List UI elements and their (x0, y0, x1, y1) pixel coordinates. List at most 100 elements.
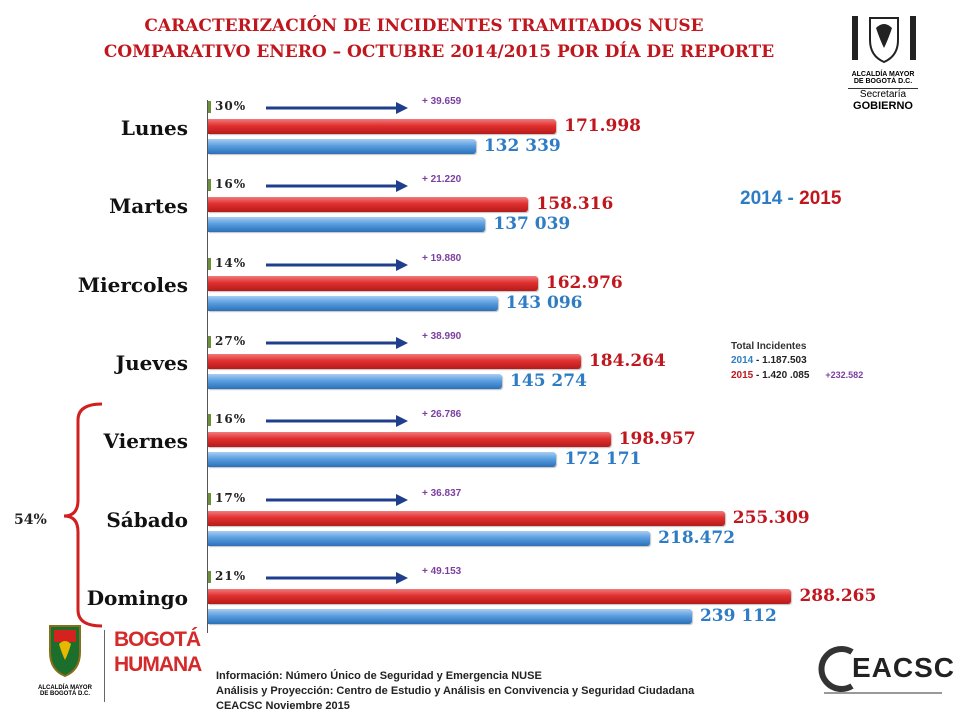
pct-marker (208, 492, 211, 505)
footer-source: Información: Número Único de Seguridad y… (216, 669, 694, 714)
category-label: Martes (109, 194, 188, 219)
pct-marker (208, 101, 211, 113)
bar-2014 (208, 295, 498, 311)
percent-change-label: 16% (215, 177, 247, 192)
totals-box: Total Incidentes 2014 - 1.187.503 2015 -… (731, 340, 863, 383)
increase-label: + 39.659 (422, 96, 462, 107)
category-label: Jueves (115, 350, 188, 375)
value-label-2015: 288.265 (799, 585, 877, 606)
bar-2015 (208, 510, 725, 526)
chart-title-line2: COMPARATIVO ENERO – OCTUBRE 2014/2015 PO… (103, 42, 775, 62)
value-label-2015: 158.316 (536, 194, 614, 215)
weekend-bracket-icon (63, 402, 103, 628)
chart-title-line1: CARACTERIZACIÓN DE INCIDENTES TRAMITADOS… (144, 16, 704, 36)
value-label-2014: 145 274 (510, 370, 587, 391)
percent-change-label: 14% (215, 255, 247, 270)
brand-humana: HUMANA (114, 653, 202, 676)
increase-label: + 36.837 (422, 487, 462, 499)
weekend-percent-label: 54% (14, 512, 47, 528)
footer-line1: Información: Número Único de Seguridad y… (216, 670, 542, 682)
alcaldia-bottom-logo: ALCALDÍA MAYOR DE BOGOTÁ D.C. (32, 622, 98, 712)
bar-2014 (208, 452, 557, 468)
logo-line1: ALCALDÍA MAYOR (851, 71, 915, 78)
bottom-logo-line2: DE BOGOTÁ D.C. (39, 691, 90, 697)
increase-arrow-icon (266, 415, 408, 428)
bar-2015 (208, 353, 581, 369)
value-label-2014: 239 112 (699, 605, 777, 626)
alcaldia-logo: ALCALDÍA MAYOR DE BOGOTÁ D.C. Secretaría… (838, 14, 928, 114)
value-label-2015: 198.957 (618, 429, 696, 450)
bottom-logo-line1: ALCALDÍA MAYOR (38, 685, 92, 691)
value-label-2015: 162.976 (545, 272, 623, 293)
increase-label: + 49.153 (422, 565, 462, 577)
value-label-2014: 172 171 (564, 449, 642, 470)
increase-label: + 38.990 (422, 330, 462, 342)
category-label: Viernes (103, 429, 188, 454)
bogota-coat-of-arms-icon (49, 625, 81, 678)
bar-2014 (208, 139, 476, 154)
ceacsc-logo: EACSC (818, 642, 954, 702)
legend-sep: - (782, 188, 800, 209)
brand-bogota: BOGOTÁ (114, 628, 201, 651)
value-label-2014: 137 039 (493, 214, 571, 235)
bar-2014 (208, 373, 503, 389)
value-label-2014: 132 339 (483, 136, 561, 156)
increase-arrow-icon (266, 258, 408, 271)
category-axis-line (207, 100, 208, 633)
pct-marker (208, 335, 211, 348)
increase-label: + 19.880 (422, 252, 462, 264)
increase-arrow-icon (266, 493, 408, 506)
bar-2015 (208, 275, 538, 291)
totals-2015-year: 2015 (731, 370, 754, 381)
increase-label: + 26.786 (422, 409, 462, 421)
pct-marker (208, 414, 211, 427)
category-label: Domingo (86, 585, 188, 610)
bogota-shield-icon (852, 16, 916, 64)
pct-marker (208, 570, 211, 583)
totals-2014-year: 2014 (731, 355, 754, 366)
logo-secretaria: Secretaría (859, 89, 907, 100)
increase-arrow-icon (266, 102, 408, 114)
percent-change-label: 17% (215, 490, 247, 505)
bar-2015 (208, 432, 611, 448)
percent-change-label: 30% (215, 99, 247, 113)
percent-change-label: 16% (215, 412, 247, 427)
pct-marker (208, 257, 211, 270)
value-label-2015: 255.309 (732, 507, 810, 528)
percent-change-label: 27% (215, 333, 247, 348)
increase-label: + 21.220 (422, 174, 462, 186)
bar-2015 (208, 119, 557, 134)
increase-arrow-icon (266, 180, 408, 193)
bar-2015 (208, 197, 529, 213)
bar-2015 (208, 588, 792, 604)
bogota-humana-logo: BOGOTÁ HUMANA (114, 628, 204, 708)
bar-2014 (208, 217, 486, 233)
increase-arrow-icon (266, 336, 408, 349)
category-label: Lunes (120, 116, 188, 140)
category-label: Miercoles (77, 272, 188, 297)
pct-marker (208, 179, 211, 192)
logo-line2: DE BOGOTÁ D.C. (853, 78, 913, 85)
value-label-2015: 184.264 (588, 350, 666, 371)
totals-2015-value: - 1.420 .085 (753, 370, 810, 381)
footer-line2: Análisis y Proyección: Centro de Estudio… (216, 685, 695, 697)
ceacsc-c-icon (818, 646, 854, 692)
increase-arrow-icon (266, 571, 408, 584)
logo-gobierno: GOBIERNO (853, 100, 913, 112)
totals-2014-value: - 1.187.503 (753, 355, 807, 366)
logo-divider (104, 630, 105, 702)
value-label-2014: 218.472 (658, 527, 736, 548)
percent-change-label: 21% (215, 568, 247, 583)
footer-line3: CEACSC Noviembre 2015 (216, 700, 350, 712)
value-label-2015: 171.998 (564, 116, 641, 136)
legend-2015: 2015 (799, 188, 842, 209)
totals-diff: +232.582 (825, 370, 864, 380)
bar-2014 (208, 608, 692, 624)
years-legend: 2014 - 2015 (740, 188, 841, 210)
legend-2014: 2014 (740, 188, 783, 209)
category-label: Sábado (106, 507, 188, 532)
totals-heading: Total Incidentes (731, 341, 807, 352)
value-label-2014: 143 096 (505, 292, 583, 313)
ceacsc-text: EACSC (852, 652, 956, 683)
bar-2014 (208, 530, 651, 546)
